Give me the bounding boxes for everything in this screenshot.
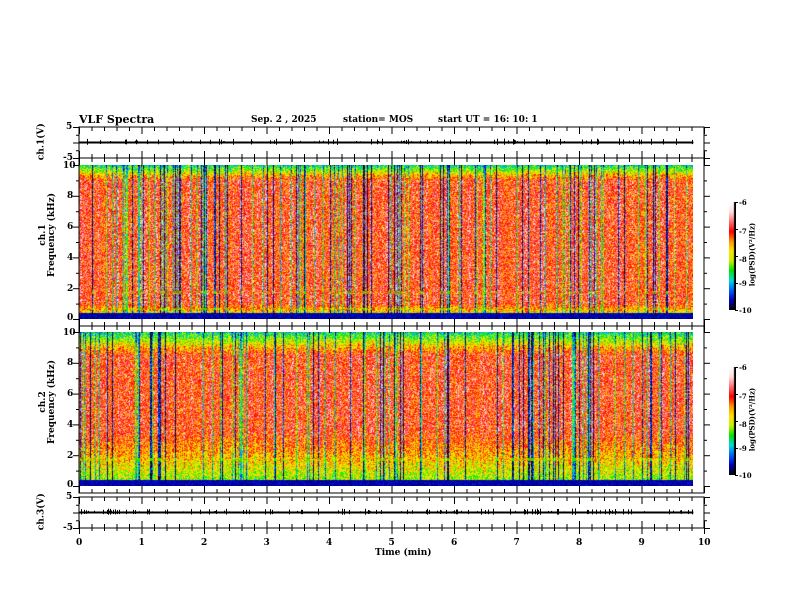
ch1-waveform-ylabel: ch.1(V) xyxy=(36,123,47,161)
spec1-ytick-6: 6 xyxy=(67,222,74,232)
spec2-ytick-4: 4 xyxy=(67,420,74,430)
spec1-ytick-4: 4 xyxy=(67,253,74,263)
x-tick-label: 10 xyxy=(698,538,711,548)
spec1-ytick-2: 2 xyxy=(67,284,74,294)
spec2-ytick-2: 2 xyxy=(67,451,74,461)
ch1-ylabel-line2: Frequency (kHz) xyxy=(47,193,58,278)
spec2-ytick-10: 10 xyxy=(63,328,76,338)
spec2-ytick-6: 6 xyxy=(67,389,74,399)
x-tick-label: 9 xyxy=(638,538,645,548)
start-time-label: start UT = 16: 10: 1 xyxy=(438,115,538,125)
chart-title: VLF Spectra xyxy=(79,113,155,126)
cb1-label: log(PSD)(V²/Hz) xyxy=(747,222,757,287)
spec2-ytick-0: 0 xyxy=(67,480,74,490)
x-tick-label: 0 xyxy=(76,538,83,548)
cb2-tick-10: -10 xyxy=(739,471,752,480)
x-tick-label: 4 xyxy=(326,538,333,548)
cb1-tick-8: -8 xyxy=(739,255,747,264)
x-tick-label: 5 xyxy=(388,538,395,548)
date-label: Sep. 2 , 2025 xyxy=(251,115,317,125)
ch2-colorbar xyxy=(729,367,735,475)
ch3-ytick-bottom: -5 xyxy=(63,523,73,533)
station-label: station= MOS xyxy=(343,115,414,125)
ch2-ylabel-line2: Frequency (kHz) xyxy=(47,360,58,445)
x-tick-label: 8 xyxy=(576,538,583,548)
ch2-spectrogram-heatmap xyxy=(79,332,693,486)
ch1-colorbar xyxy=(729,202,735,310)
cb2-label: log(PSD)(V²/Hz) xyxy=(747,387,757,452)
cb1-tick-9: -9 xyxy=(739,279,747,288)
spec1-ytick-8: 8 xyxy=(67,191,74,201)
cb2-tick-9: -9 xyxy=(739,444,747,453)
cb1-tick-10: -10 xyxy=(739,306,752,315)
x-tick-label: 2 xyxy=(201,538,208,548)
ch1-ytick-top: 5 xyxy=(66,122,73,132)
cb2-tick-7: -7 xyxy=(739,392,747,401)
cb1-tick-6: -6 xyxy=(739,198,747,207)
x-tick-label: 7 xyxy=(513,538,520,548)
ch3-ytick-top: 5 xyxy=(66,492,73,502)
ch1-ytick-bottom: -5 xyxy=(63,153,73,163)
spec1-ytick-10: 10 xyxy=(63,161,76,171)
ch2-spectrogram-ylabel: ch.2 Frequency (kHz) xyxy=(38,352,61,452)
ch1-spectrogram-heatmap xyxy=(79,165,693,319)
x-tick-label: 1 xyxy=(138,538,145,548)
cb1-tick-7: -7 xyxy=(739,227,747,236)
x-axis-label: Time (min) xyxy=(375,548,432,558)
ch3-waveform-ylabel: ch.3(V) xyxy=(36,493,47,531)
cb2-tick-8: -8 xyxy=(739,420,747,429)
ch1-spectrogram-ylabel: ch.1 Frequency (kHz) xyxy=(38,185,61,285)
x-tick-label: 3 xyxy=(263,538,270,548)
ch2-spectrogram-panel-border xyxy=(78,325,705,494)
spec2-ytick-8: 8 xyxy=(67,358,74,368)
x-tick-label: 6 xyxy=(451,538,458,548)
ch1-spectrogram-panel-border xyxy=(78,157,705,327)
spec1-ytick-0: 0 xyxy=(67,313,74,323)
cb2-tick-6: -6 xyxy=(739,363,747,372)
